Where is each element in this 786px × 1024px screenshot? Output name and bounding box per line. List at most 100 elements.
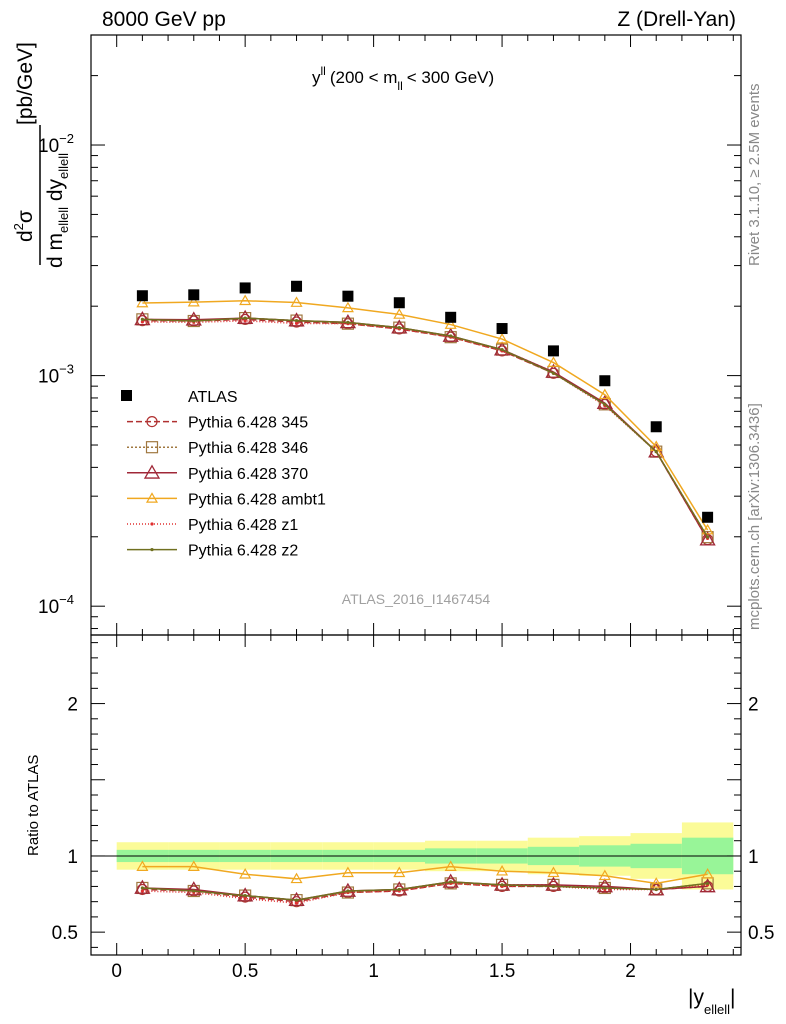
series-point <box>339 314 357 329</box>
legend-marker <box>146 416 158 428</box>
ratio-series-point <box>598 869 611 881</box>
legend-marker <box>150 548 154 552</box>
y-axis-label-numerator: d2σ <box>11 210 37 242</box>
series-point <box>140 317 144 321</box>
ratio-series-point <box>547 866 560 878</box>
y-axis-label-den-sub1: ellell <box>56 207 71 233</box>
legend-marker-atlas <box>121 390 132 401</box>
plot-title-var-sup: ll <box>321 64 326 78</box>
y-axis-label-num-d: d <box>14 230 37 242</box>
legend-label: Pythia 6.428 370 <box>188 466 308 483</box>
y-axis-label-units: [pb/GeV] <box>14 42 37 125</box>
series-point <box>294 318 299 323</box>
x-tick-label: 0.5 <box>232 961 258 982</box>
ratio-series-point <box>603 886 607 890</box>
y-tick-label-exp: −3 <box>59 362 74 377</box>
ratio-series-point <box>346 889 350 893</box>
y-axis-label-denominator: d mellell dyellell <box>44 153 71 268</box>
ratio-tick-label-right: 1 <box>748 847 759 868</box>
data-point <box>496 323 508 335</box>
legend: ATLAS Pythia 6.428 345 Pythia 6.428 346 Pyt… <box>121 389 326 560</box>
ratio-plot-frame <box>90 634 742 956</box>
ratio-series-point <box>341 866 354 878</box>
legend-marker <box>145 441 159 454</box>
ratio-series-line <box>142 881 708 901</box>
series-point <box>192 319 196 323</box>
header-right: Z (Drell-Yan) <box>617 8 736 31</box>
plot-title-var: y <box>312 68 321 87</box>
data-point <box>547 345 559 357</box>
ratio-series-point <box>397 887 401 892</box>
series-point <box>243 319 247 323</box>
ratio-tick-label-left: 1 <box>67 847 78 868</box>
y-axis-label-num-sup: 2 <box>11 223 26 230</box>
data-point <box>599 375 611 387</box>
legend-label: Pythia 6.428 z2 <box>188 543 298 560</box>
series-point <box>500 348 504 352</box>
series-point <box>654 450 658 454</box>
plot-title: yll (200 < mll < 300 GeV) <box>312 64 494 93</box>
legend-marker <box>145 492 159 503</box>
y-axis-label-den-mid: dy <box>44 178 67 207</box>
y-tick-label-base: 10 <box>38 136 59 157</box>
y-axis-label-den-sub2: ellell <box>56 153 71 179</box>
series-point <box>140 320 144 324</box>
series-line <box>142 317 709 538</box>
ratio-series-point <box>654 887 658 892</box>
main-series-lines <box>134 280 716 546</box>
ratio-series-point <box>500 883 504 887</box>
series-point <box>187 295 200 307</box>
series-point <box>290 296 303 307</box>
ratio-y-axis-label: Ratio to ATLAS <box>25 755 42 856</box>
series-line <box>142 299 709 531</box>
ratio-series-line <box>142 881 708 901</box>
ratio-series-point <box>701 868 714 879</box>
series-point <box>185 311 202 326</box>
x-tick-label: 1 <box>368 961 379 982</box>
y-tick-label-base: 10 <box>38 367 59 388</box>
series-point <box>551 371 556 375</box>
ratio-series-point <box>185 881 202 896</box>
legend-label: Pythia 6.428 345 <box>188 415 308 432</box>
ratio-series-point <box>294 901 299 905</box>
y-axis-label: d2σ d mellell dyellell [pb/GeV] <box>11 42 71 268</box>
ratio-series-point <box>134 879 151 894</box>
ratio-series-point <box>243 897 247 901</box>
x-tick-label: 0 <box>111 961 122 982</box>
ratio-series-point <box>140 889 144 893</box>
ratio-series-point <box>444 860 457 871</box>
series-point <box>239 294 252 306</box>
series-point <box>134 311 151 326</box>
legend-label-atlas: ATLAS <box>188 389 238 406</box>
series-point <box>699 531 716 546</box>
ratio-series-lines <box>134 860 716 908</box>
ratio-series-point <box>339 882 357 897</box>
legend-marker <box>143 464 161 479</box>
x-tick-label: 2 <box>625 961 636 982</box>
analysis-id-label: ATLAS_2016_I1467454 <box>342 591 491 607</box>
ratio-series-point <box>706 881 710 885</box>
series-point <box>598 388 611 400</box>
header-left: 8000 GeV pp <box>102 8 226 31</box>
series-point <box>449 334 453 338</box>
ratio-series-point <box>545 876 562 891</box>
x-axis-label-close: | <box>730 986 735 1009</box>
series-point <box>294 321 299 326</box>
data-point <box>393 297 405 309</box>
y-tick-label-exp: −2 <box>59 131 74 146</box>
data-point <box>445 311 457 323</box>
tick-labels: 0 0.5 1 1.5 210−210−310−40.5 0.51 12 2 <box>38 131 774 982</box>
data-point <box>650 421 662 433</box>
ratio-uncertainty-bands <box>91 822 741 890</box>
x-axis-label-main: |y <box>688 986 704 1009</box>
ratio-tick-label-left: 0.5 <box>52 923 78 944</box>
plot-title-range-sub: ll <box>397 79 402 93</box>
x-axis-label-sub: ellell <box>704 1002 730 1017</box>
legend-label: Pythia 6.428 346 <box>188 440 308 457</box>
ratio-series-point <box>551 884 556 889</box>
data-point <box>136 290 148 302</box>
series-point <box>341 301 354 313</box>
y-tick-label-exp: −4 <box>59 592 74 607</box>
data-point <box>239 282 251 294</box>
